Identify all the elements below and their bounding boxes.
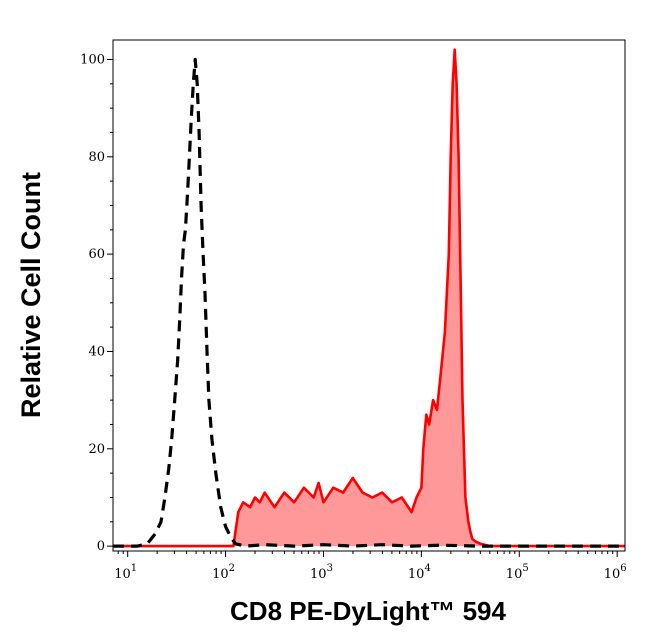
plot-area-frame [112, 39, 626, 552]
x-tick-label: 102 [212, 563, 235, 582]
series-line-isotype-control [113, 57, 625, 548]
x-axis: 101 102 103 104 105 106 [114, 551, 627, 582]
y-tick-label: 0 [97, 539, 105, 554]
y-tick-label: 20 [88, 442, 105, 457]
x-axis-title: CD8 PE-DyLight™ 594 [230, 596, 506, 626]
y-tick-label: 80 [88, 150, 105, 165]
series-layer [113, 48, 625, 548]
x-tick-label: 103 [310, 563, 333, 582]
y-tick-label: 100 [80, 52, 105, 67]
x-tick-label: 104 [408, 563, 431, 582]
x-tick-label: 101 [114, 563, 137, 582]
y-tick-label: 40 [88, 344, 105, 359]
x-tick-label: 106 [604, 563, 627, 582]
series-line-cd8-stained [113, 48, 625, 548]
y-axis-title: Relative Cell Count [16, 172, 46, 418]
y-tick-label: 60 [88, 247, 105, 262]
y-axis: 0 20 40 60 80 100 [80, 52, 113, 554]
x-tick-label: 105 [506, 563, 529, 582]
